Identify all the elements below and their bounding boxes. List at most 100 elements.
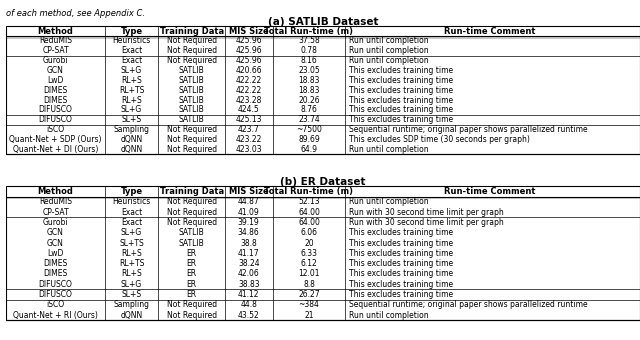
Text: Sampling: Sampling — [113, 125, 150, 134]
Text: Gurobi: Gurobi — [43, 218, 68, 227]
Text: GCN: GCN — [47, 239, 64, 248]
Text: SATLIB: SATLIB — [179, 76, 205, 85]
Text: Training Data: Training Data — [159, 187, 224, 196]
Text: 39.19: 39.19 — [238, 218, 260, 227]
Text: Method: Method — [38, 187, 74, 196]
Text: 43.52: 43.52 — [238, 311, 260, 320]
Text: ReduMIS: ReduMIS — [39, 36, 72, 46]
Text: Run-time Comment: Run-time Comment — [444, 27, 535, 36]
Text: 8.76: 8.76 — [301, 105, 317, 115]
Text: 422.22: 422.22 — [236, 86, 262, 95]
Text: This excludes training time: This excludes training time — [349, 66, 452, 75]
Text: 64.9: 64.9 — [300, 145, 317, 154]
Text: 8.16: 8.16 — [301, 56, 317, 65]
Text: ER: ER — [187, 290, 196, 299]
Text: RL+S: RL+S — [121, 96, 142, 105]
Text: 18.83: 18.83 — [298, 76, 320, 85]
Text: 52.13: 52.13 — [298, 198, 320, 206]
Text: This excludes training time: This excludes training time — [349, 290, 452, 299]
Text: Not Required: Not Required — [166, 208, 217, 217]
Text: 425.96: 425.96 — [236, 46, 262, 55]
Text: RL+S: RL+S — [121, 76, 142, 85]
Text: This excludes training time: This excludes training time — [349, 249, 452, 258]
Text: 34.86: 34.86 — [238, 228, 260, 237]
Text: DIMES: DIMES — [44, 259, 68, 268]
Text: 64.00: 64.00 — [298, 218, 320, 227]
Text: of each method, see Appendix C.: of each method, see Appendix C. — [6, 8, 145, 17]
Text: 23.05: 23.05 — [298, 66, 320, 75]
Text: This excludes SDP time (30 seconds per graph): This excludes SDP time (30 seconds per g… — [349, 135, 529, 144]
Text: 8.8: 8.8 — [303, 280, 315, 289]
Text: 423.03: 423.03 — [236, 145, 262, 154]
Text: Quant-Net + DI (Ours): Quant-Net + DI (Ours) — [13, 145, 98, 154]
Text: Exact: Exact — [121, 56, 142, 65]
Text: ER: ER — [187, 270, 196, 278]
Text: 64.00: 64.00 — [298, 208, 320, 217]
Text: Not Required: Not Required — [166, 125, 217, 134]
Text: LwD: LwD — [47, 249, 64, 258]
Text: Not Required: Not Required — [166, 198, 217, 206]
Text: RL+TS: RL+TS — [119, 259, 144, 268]
Text: Gurobi: Gurobi — [43, 56, 68, 65]
Text: SATLIB: SATLIB — [179, 86, 205, 95]
Text: SATLIB: SATLIB — [179, 228, 205, 237]
Text: 425.13: 425.13 — [236, 115, 262, 124]
Text: DIFUSCO: DIFUSCO — [38, 280, 72, 289]
Text: Sequential runtime; original paper shows parallelized runtime: Sequential runtime; original paper shows… — [349, 125, 587, 134]
Text: Run with 30 second time limit per graph: Run with 30 second time limit per graph — [349, 208, 503, 217]
Text: 44.87: 44.87 — [238, 198, 260, 206]
Text: (b) ER Dataset: (b) ER Dataset — [280, 177, 366, 187]
Text: SATLIB: SATLIB — [179, 105, 205, 115]
Text: SL+S: SL+S — [122, 115, 141, 124]
Text: Not Required: Not Required — [166, 311, 217, 320]
Text: Heuristics: Heuristics — [113, 198, 150, 206]
Text: SATLIB: SATLIB — [179, 239, 205, 248]
Text: ~384: ~384 — [298, 300, 319, 309]
Text: 12.01: 12.01 — [298, 270, 320, 278]
Text: 423.7: 423.7 — [238, 125, 260, 134]
Text: 23.74: 23.74 — [298, 115, 320, 124]
Text: Type: Type — [120, 27, 143, 36]
Text: Not Required: Not Required — [166, 56, 217, 65]
Text: (a) SATLIB Dataset: (a) SATLIB Dataset — [268, 17, 378, 27]
Text: SATLIB: SATLIB — [179, 115, 205, 124]
Text: Run until completion: Run until completion — [349, 46, 428, 55]
Text: RL+TS: RL+TS — [119, 86, 144, 95]
Text: dQNN: dQNN — [120, 145, 143, 154]
Text: SL+G: SL+G — [121, 66, 142, 75]
Text: Not Required: Not Required — [166, 145, 217, 154]
Text: 425.96: 425.96 — [236, 36, 262, 46]
Text: SL+G: SL+G — [121, 280, 142, 289]
Text: 38.83: 38.83 — [238, 280, 260, 289]
Text: Total Run-time (m): Total Run-time (m) — [264, 27, 353, 36]
Text: CP-SAT: CP-SAT — [42, 208, 69, 217]
Text: Training Data: Training Data — [159, 27, 224, 36]
Text: RL+S: RL+S — [121, 270, 142, 278]
Text: Run until completion: Run until completion — [349, 145, 428, 154]
Text: ER: ER — [187, 259, 196, 268]
Text: Quant-Net + SDP (Ours): Quant-Net + SDP (Ours) — [9, 135, 102, 144]
Text: dQNN: dQNN — [120, 311, 143, 320]
Text: Method: Method — [38, 27, 74, 36]
Text: DIMES: DIMES — [44, 270, 68, 278]
Text: 6.33: 6.33 — [300, 249, 317, 258]
Text: CP-SAT: CP-SAT — [42, 46, 69, 55]
Text: DIMES: DIMES — [44, 86, 68, 95]
Text: Total Run-time (m): Total Run-time (m) — [264, 187, 353, 196]
Text: 37.58: 37.58 — [298, 36, 320, 46]
Text: MIS Size: MIS Size — [229, 27, 269, 36]
Text: Exact: Exact — [121, 46, 142, 55]
Text: DIFUSCO: DIFUSCO — [38, 115, 72, 124]
Text: This excludes training time: This excludes training time — [349, 259, 452, 268]
Text: 18.83: 18.83 — [298, 86, 320, 95]
Text: Run with 30 second time limit per graph: Run with 30 second time limit per graph — [349, 218, 503, 227]
Text: 89.69: 89.69 — [298, 135, 320, 144]
Text: 44.8: 44.8 — [240, 300, 257, 309]
Text: 38.8: 38.8 — [241, 239, 257, 248]
Text: Exact: Exact — [121, 208, 142, 217]
Text: 0.78: 0.78 — [301, 46, 317, 55]
Text: DIFUSCO: DIFUSCO — [38, 105, 72, 115]
Text: Quant-Net + RI (Ours): Quant-Net + RI (Ours) — [13, 311, 98, 320]
Text: 423.28: 423.28 — [236, 96, 262, 105]
Text: 423.22: 423.22 — [236, 135, 262, 144]
